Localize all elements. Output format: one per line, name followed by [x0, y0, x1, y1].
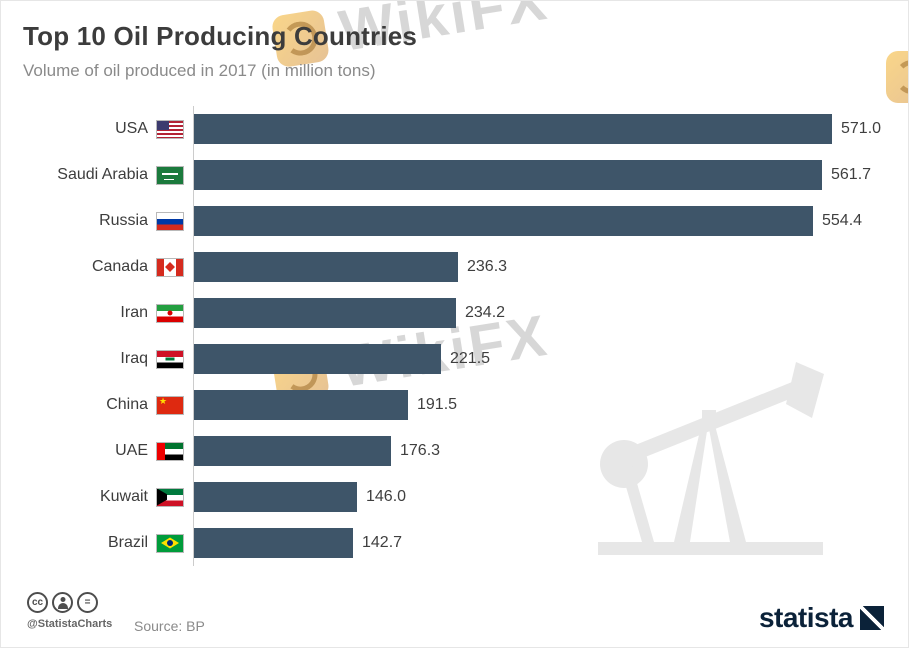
- bar-chart: USA 571.0 Saudi Arabia 561.7 Russia: [1, 106, 908, 566]
- bar: [194, 160, 822, 190]
- country-label: China: [106, 396, 148, 413]
- category-cell: Saudi Arabia: [1, 165, 193, 185]
- bar-cell: 221.5: [193, 336, 908, 382]
- iran-flag: [156, 303, 184, 323]
- bar: [194, 206, 813, 236]
- country-label: Iraq: [120, 350, 148, 367]
- saudi-arabia-flag: [156, 165, 184, 185]
- category-cell: China: [1, 395, 193, 415]
- attribution-icon: [52, 592, 73, 613]
- bar-row: Iran 234.2: [1, 290, 908, 336]
- bar: [194, 528, 353, 558]
- category-cell: Iran: [1, 303, 193, 323]
- china-flag: [156, 395, 184, 415]
- bar: [194, 390, 408, 420]
- country-label: Iran: [120, 304, 148, 321]
- usa-flag: [156, 119, 184, 139]
- category-cell: USA: [1, 119, 193, 139]
- license-block: cc = @StatistaCharts: [27, 592, 112, 630]
- russia-flag: [156, 211, 184, 231]
- country-label: Saudi Arabia: [57, 166, 148, 183]
- statista-logo: statista: [759, 602, 884, 634]
- cc-license-icons: cc =: [27, 592, 112, 613]
- value-label: 571.0: [841, 120, 882, 137]
- bar-row: Kuwait 146.0: [1, 474, 908, 520]
- bar-cell: 234.2: [193, 290, 908, 336]
- canada-flag: [156, 257, 184, 277]
- bar-row: Iraq 221.5: [1, 336, 908, 382]
- bar: [194, 114, 832, 144]
- country-label: UAE: [115, 442, 148, 459]
- value-label: 176.3: [400, 442, 441, 459]
- bar-row: China 191.5: [1, 382, 908, 428]
- chart-subtitle: Volume of oil produced in 2017 (in milli…: [23, 61, 376, 80]
- country-label: Russia: [99, 212, 148, 229]
- source-label: Source: BP: [134, 618, 205, 634]
- wikifx-watermark-corner: [886, 51, 908, 103]
- bar-cell: 236.3: [193, 244, 908, 290]
- brazil-flag: [156, 533, 184, 553]
- country-label: Brazil: [107, 534, 148, 551]
- bar-cell: 146.0: [193, 474, 908, 520]
- value-label: 234.2: [465, 304, 506, 321]
- category-cell: Kuwait: [1, 487, 193, 507]
- value-label: 221.5: [450, 350, 491, 367]
- bar: [194, 436, 391, 466]
- value-label: 191.5: [417, 396, 458, 413]
- statista-logo-text: statista: [758, 602, 854, 633]
- value-label: 236.3: [467, 258, 508, 275]
- category-cell: Iraq: [1, 349, 193, 369]
- category-cell: Brazil: [1, 533, 193, 553]
- statista-charts-credit: @StatistaCharts: [27, 618, 113, 630]
- country-label: Kuwait: [99, 488, 148, 505]
- bar: [194, 298, 456, 328]
- wikifx-logo-icon: [886, 51, 908, 103]
- value-label: 554.4: [822, 212, 863, 229]
- country-label: Canada: [91, 258, 148, 275]
- bar-cell: 554.4: [193, 198, 908, 244]
- bar-cell: 561.7: [193, 152, 908, 198]
- bar-row: UAE 176.3: [1, 428, 908, 474]
- category-cell: Russia: [1, 211, 193, 231]
- bar-row: Saudi Arabia 561.7: [1, 152, 908, 198]
- bar-row: USA 571.0: [1, 106, 908, 152]
- bar-row: Canada 236.3: [1, 244, 908, 290]
- statista-logo-mark: [860, 606, 884, 630]
- bar-cell: 176.3: [193, 428, 908, 474]
- equals-icon: =: [77, 592, 98, 613]
- chart-header: Top 10 Oil Producing Countries Volume of…: [23, 21, 417, 81]
- bar-row: Russia 554.4: [1, 198, 908, 244]
- value-label: 142.7: [362, 534, 403, 551]
- bar-cell: 142.7: [193, 520, 908, 566]
- value-label: 146.0: [366, 488, 407, 505]
- bar: [194, 252, 458, 282]
- bar-cell: 191.5: [193, 382, 908, 428]
- category-cell: UAE: [1, 441, 193, 461]
- bar-row: Brazil 142.7: [1, 520, 908, 566]
- value-label: 561.7: [831, 166, 872, 183]
- chart-title: Top 10 Oil Producing Countries: [23, 21, 418, 51]
- country-label: USA: [115, 120, 148, 137]
- iraq-flag: [156, 349, 184, 369]
- bar-cell: 571.0: [193, 106, 908, 152]
- category-cell: Canada: [1, 257, 193, 277]
- bar: [194, 482, 357, 512]
- kuwait-flag: [156, 487, 184, 507]
- cc-icon: cc: [27, 592, 48, 613]
- bar: [194, 344, 441, 374]
- uae-flag: [156, 441, 184, 461]
